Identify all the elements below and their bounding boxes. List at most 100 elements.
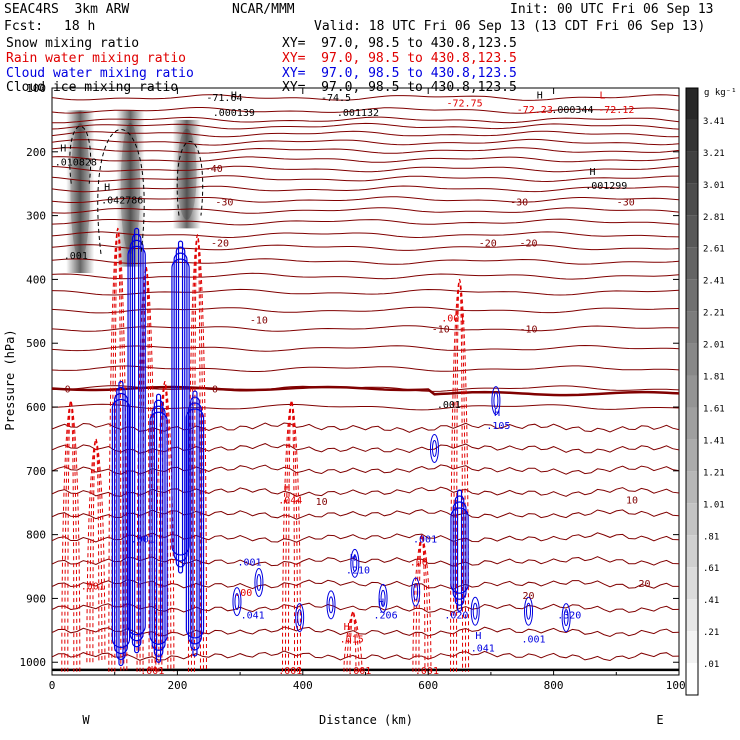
isotherm-line <box>52 218 679 226</box>
rain-column <box>86 438 106 663</box>
colorbar-label: .61 <box>703 564 719 574</box>
cloud-water-cell <box>378 583 388 613</box>
field-value-label: .00 <box>234 588 252 599</box>
rain-column <box>187 234 207 672</box>
cloud-water-contour <box>429 433 439 463</box>
cloud-water-column <box>127 227 146 654</box>
y-tick-label: 400 <box>26 273 46 286</box>
y-tick-label: 1000 <box>20 656 47 669</box>
colorbar-swatch <box>686 151 698 184</box>
field-value-label: H <box>231 90 237 101</box>
colorbar-swatch <box>686 375 698 408</box>
field-value-label: .00 <box>410 557 428 568</box>
colorbar-swatch <box>686 343 698 376</box>
rain-contour <box>418 534 426 672</box>
rain-contour <box>187 234 207 672</box>
cloud-water-contour <box>187 402 202 645</box>
colorbar-label: 3.41 <box>703 117 725 127</box>
cloud-water-contour <box>450 507 469 594</box>
init-time: Init: 00 UTC Fri 06 Sep 13 <box>510 2 714 17</box>
isotherm-label: -10 <box>432 325 450 336</box>
cloud-water-contour <box>234 593 240 611</box>
isotherm-line <box>52 650 679 662</box>
isotherm-line <box>52 602 679 613</box>
rain-contour <box>282 400 302 672</box>
isotherm-line <box>52 244 679 251</box>
isotherm-line <box>52 175 679 183</box>
x-axis-label: Distance (km) <box>319 713 413 727</box>
colorbar-label: 3.01 <box>703 181 725 191</box>
field-value-label: .041 <box>471 644 495 655</box>
field-value-label: -71.64 <box>206 93 242 104</box>
cloud-water-contour <box>328 596 334 614</box>
isotherm-line <box>52 156 679 163</box>
isotherm-line <box>52 306 679 314</box>
isotherm-line <box>52 107 679 114</box>
y-axis-label: Pressure (hPa) <box>3 329 17 430</box>
field-value-label: H <box>537 90 543 101</box>
isotherm-line <box>52 94 679 101</box>
field-value-label: .001 <box>415 666 439 677</box>
colorbar-swatch <box>686 183 698 216</box>
field-value-label: .010828 <box>55 157 97 168</box>
cloud-water-contour <box>526 602 532 620</box>
field-value-label: .001 <box>441 314 465 325</box>
colorbar-label: 2.81 <box>703 213 725 223</box>
field-value-label: H <box>378 598 384 609</box>
colorbar-unit: g kg⁻¹ <box>704 88 737 98</box>
colorbar-label: .01 <box>703 660 719 670</box>
isotherm-line <box>52 422 679 433</box>
isotherm-label: -20 <box>519 238 537 249</box>
cloud-water-column <box>149 393 168 663</box>
cloud-water-contour <box>134 227 140 654</box>
field-value-label: H <box>60 143 66 154</box>
isotherm-label: -10 <box>519 325 537 336</box>
isotherm-line <box>52 403 679 411</box>
cloud-water-contour <box>232 587 242 617</box>
isotherm-label: -40 <box>205 164 223 175</box>
colorbar-swatch <box>686 247 698 280</box>
x-tick-label: 0 <box>49 679 56 692</box>
y-tick-label: 700 <box>26 465 46 478</box>
cloud-water-column <box>111 380 131 667</box>
cloud-water-contour <box>350 548 360 578</box>
west-end-label: W <box>82 713 90 727</box>
field-value-label: .001 <box>347 666 371 677</box>
east-end-label: E <box>656 713 663 727</box>
cloud-water-contour <box>155 393 162 663</box>
isotherm-label: -30 <box>215 198 233 209</box>
isotherm-line <box>52 207 679 214</box>
rain-contour <box>285 400 299 672</box>
cloud-water-cell <box>326 590 336 620</box>
cloud-water-contour <box>491 386 501 416</box>
field-value-label: .210 <box>346 566 370 577</box>
cloud-water-contour <box>431 439 437 457</box>
field-value-label: -72.12 <box>598 105 634 116</box>
cloud-water-cell <box>350 548 360 578</box>
cloud-water-contour <box>561 603 571 633</box>
field-value-label: H <box>475 631 481 642</box>
cloud-water-contour <box>472 602 478 620</box>
legend-cloud-water-label: Cloud water mixing ratio <box>6 66 194 81</box>
field-value-label: .042786 <box>101 196 143 207</box>
colorbar-label: 1.41 <box>703 436 725 446</box>
cloud-water-contour <box>149 411 168 645</box>
x-tick-label: 400 <box>293 679 313 692</box>
cloud-water-contour <box>113 392 128 655</box>
cloud-water-contour <box>192 390 198 657</box>
field-value-label: .001299 <box>585 181 627 192</box>
isotherm-line <box>52 122 679 130</box>
snow-shade <box>172 119 201 229</box>
fcst-value: 18 h <box>64 19 96 34</box>
rain-contour <box>142 266 150 672</box>
cloud-water-contour <box>524 596 534 626</box>
isotherm-label: -20 <box>479 238 497 249</box>
x-tick-label: 800 <box>544 679 564 692</box>
rain-contour <box>64 400 78 672</box>
isotherm-line <box>52 626 679 638</box>
cloud-water-cell <box>429 433 439 463</box>
cloud-water-contour <box>456 489 463 612</box>
colorbar-label: 1.61 <box>703 404 725 414</box>
cloud-water-contour <box>256 573 262 591</box>
field-value-label: .000344 <box>551 105 593 116</box>
